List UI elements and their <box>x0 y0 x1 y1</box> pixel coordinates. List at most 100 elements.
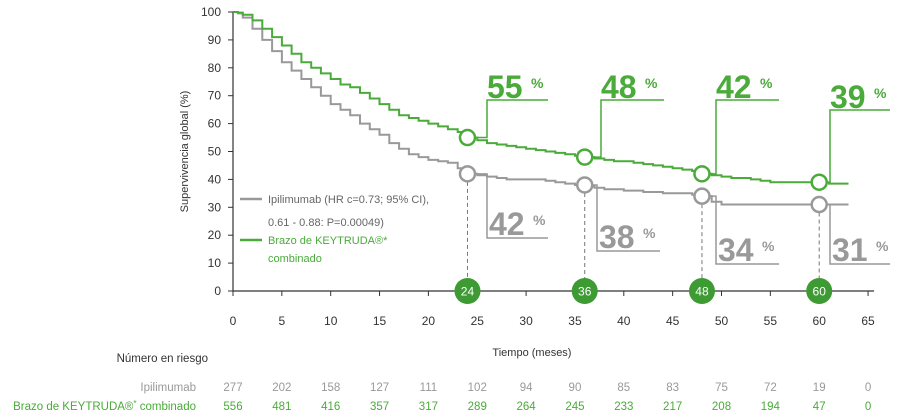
green-timepoint-marker <box>458 128 477 147</box>
y-tick-label: 0 <box>214 284 221 298</box>
green-percentage-value: 42 <box>716 69 752 105</box>
risk-count: 83 <box>666 382 679 394</box>
green-timepoint-marker <box>575 148 594 166</box>
x-tick-label: 35 <box>568 314 582 328</box>
gray-timepoint-marker <box>458 165 477 183</box>
risk-table: Número en riesgo Ipilimumab 277 202 158 127 11… <box>13 353 871 413</box>
x-tick-label: 50 <box>715 314 729 328</box>
month-badge <box>571 278 598 304</box>
risk-count: 85 <box>617 382 630 394</box>
axes: 0 10 20 30 40 50 60 70 80 90 100 0 5 10 15 20 25 30 35 40 45… <box>179 5 875 359</box>
risk-count: 47 <box>813 401 826 413</box>
risk-count: 102 <box>468 382 487 394</box>
y-tick-label: 10 <box>208 256 222 270</box>
risk-count: 289 <box>468 401 487 413</box>
green-percentage-value: 39 <box>830 79 866 115</box>
month-badge-label: 24 <box>461 285 475 299</box>
risk-table-title: Número en riesgo <box>117 353 208 365</box>
x-tick-label: 40 <box>617 314 631 328</box>
x-tick-label: 30 <box>519 314 533 328</box>
y-tick-label: 30 <box>208 200 222 214</box>
risk-count: 0 <box>865 401 871 413</box>
green-timepoint-marker <box>693 165 711 183</box>
timepoint-callouts: 55 % 42 % 24 48 % 38 % 36 42 % 34 % 48 39 % 31 % 60 <box>454 69 890 304</box>
green-percent-sign: % <box>645 75 658 91</box>
month-badge-label: 48 <box>695 285 709 299</box>
gray-percentage-value: 42 <box>489 206 525 242</box>
x-tick-label: 65 <box>861 314 875 328</box>
y-tick-label: 70 <box>208 89 222 103</box>
month-badge <box>454 278 481 304</box>
risk-count: 111 <box>420 382 437 394</box>
risk-count: 94 <box>520 382 533 394</box>
x-tick-label: 60 <box>813 314 827 328</box>
x-tick-label: 55 <box>764 314 778 328</box>
gray-timepoint-marker <box>575 176 594 194</box>
risk-count: 233 <box>614 401 633 413</box>
y-tick-label: 40 <box>208 172 222 186</box>
gray-percent-sign: % <box>876 238 889 254</box>
gray-percentage-value: 34 <box>718 232 754 268</box>
risk-count: 264 <box>517 401 537 413</box>
gray-callout-bracket <box>827 203 890 265</box>
risk-count: 277 <box>223 382 242 394</box>
green-percent-sign: % <box>760 75 773 91</box>
risk-count: 72 <box>764 382 777 394</box>
risk-count: 19 <box>813 382 826 394</box>
risk-count: 217 <box>663 401 682 413</box>
y-tick-label: 60 <box>208 117 222 131</box>
y-tick-label: 20 <box>208 228 222 242</box>
risk-count: 357 <box>370 401 389 413</box>
legend-label: Ipilimumab (HR c=0.73; 95% CI), <box>268 194 429 206</box>
legend-label-continued: 0.61 - 0.88: P=0.00049) <box>268 217 384 229</box>
y-tick-label: 90 <box>208 33 222 47</box>
gray-percentage-value: 31 <box>832 232 868 268</box>
risk-count: 245 <box>565 401 584 413</box>
legend: Ipilimumab (HR c=0.73; 95% CI), 0.61 - 0.… <box>240 194 429 265</box>
x-tick-label: 20 <box>422 314 436 328</box>
legend-label-continued: combinado <box>268 253 322 265</box>
gray-percent-sign: % <box>533 212 546 228</box>
risk-count: 90 <box>569 382 582 394</box>
gray-callout-bracket <box>709 195 779 265</box>
y-tick-label: 100 <box>201 5 221 19</box>
gray-timepoint-marker <box>693 187 711 205</box>
green-callout-bracket <box>475 99 548 139</box>
green-timepoint-marker <box>810 173 828 191</box>
risk-count: 75 <box>715 382 728 394</box>
series-line-keytruda <box>233 11 849 185</box>
gray-callout-bracket <box>592 184 660 252</box>
x-axis-title: Tiempo (meses) <box>492 347 571 359</box>
green-callout-bracket <box>827 109 890 183</box>
risk-count: 194 <box>761 401 781 413</box>
green-percentage-value: 55 <box>487 69 523 105</box>
risk-count: 317 <box>419 401 438 413</box>
y-tick-label: 50 <box>208 145 222 159</box>
legend-label: Brazo de KEYTRUDA®* <box>268 235 388 247</box>
x-tick-label: 5 <box>279 314 286 328</box>
gray-percent-sign: % <box>762 238 775 254</box>
gray-percentage-value: 38 <box>599 219 635 255</box>
x-tick-label: 15 <box>373 314 387 328</box>
y-tick-label: 80 <box>208 61 222 75</box>
gray-timepoint-marker <box>810 195 828 214</box>
green-percentage-value: 48 <box>601 69 637 105</box>
x-tick-label: 45 <box>666 314 680 328</box>
month-badge-label: 60 <box>813 285 827 299</box>
green-callout-bracket <box>709 99 779 175</box>
risk-count: 208 <box>712 401 731 413</box>
month-badge <box>688 278 715 304</box>
x-tick-label: 25 <box>471 314 485 328</box>
risk-count: 202 <box>272 382 291 394</box>
series-line-ipilimumab <box>233 11 849 206</box>
green-callout-bracket <box>592 99 664 158</box>
risk-count: 416 <box>321 401 340 413</box>
gray-percent-sign: % <box>643 225 656 241</box>
month-badge <box>806 278 833 304</box>
risk-row-label: Ipilimumab <box>140 382 196 394</box>
risk-count: 556 <box>223 401 242 413</box>
risk-count: 127 <box>370 382 389 394</box>
risk-count: 0 <box>865 382 871 394</box>
risk-row-label: Brazo de KEYTRUDA®* combinado <box>13 399 196 413</box>
